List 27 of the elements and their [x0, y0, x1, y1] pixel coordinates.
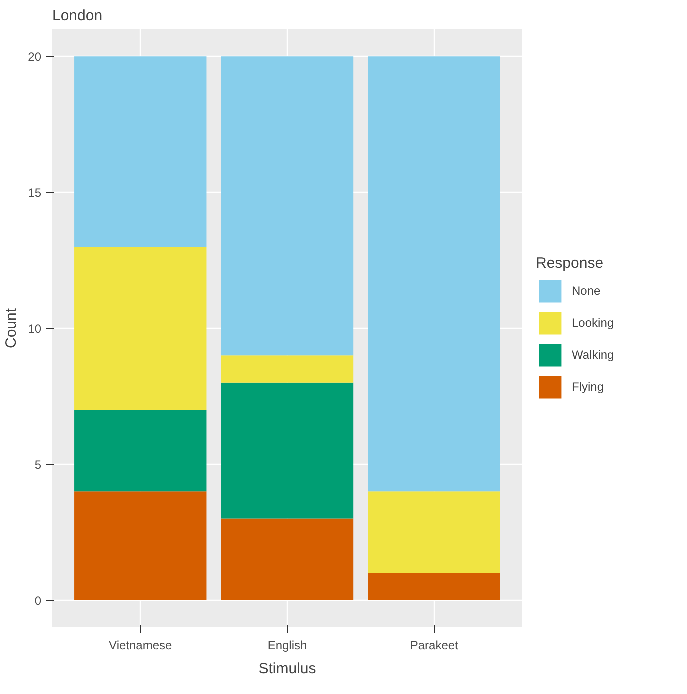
legend-label: Walking	[572, 348, 616, 362]
bar	[74, 410, 207, 492]
bar	[221, 356, 354, 383]
x-tick-label: Vietnamese	[109, 638, 173, 652]
y-axis-title: Count	[3, 308, 20, 349]
y-tick-label: 0	[34, 594, 42, 608]
y-tick-label: 5	[34, 458, 42, 472]
x-axis-title: Stimulus	[258, 660, 316, 678]
bar	[221, 382, 354, 519]
bar	[368, 56, 500, 492]
y-tick-label: 15	[28, 186, 42, 200]
bar	[368, 492, 500, 574]
bar	[74, 56, 207, 247]
y-tick-label: 10	[28, 322, 42, 336]
bar	[74, 246, 207, 410]
bar	[221, 518, 354, 600]
legend-label: Flying	[572, 380, 606, 394]
chart-title: London	[52, 8, 103, 24]
y-tick-label: 20	[28, 50, 42, 64]
x-tick-label: Parakeet	[410, 638, 460, 652]
bar	[221, 56, 354, 356]
x-tick-label: English	[268, 638, 308, 652]
legend-title: Response	[536, 255, 605, 272]
legend-label: None	[572, 284, 602, 298]
bar	[368, 573, 500, 600]
legend-label: Looking	[572, 316, 616, 330]
bar	[74, 492, 207, 600]
